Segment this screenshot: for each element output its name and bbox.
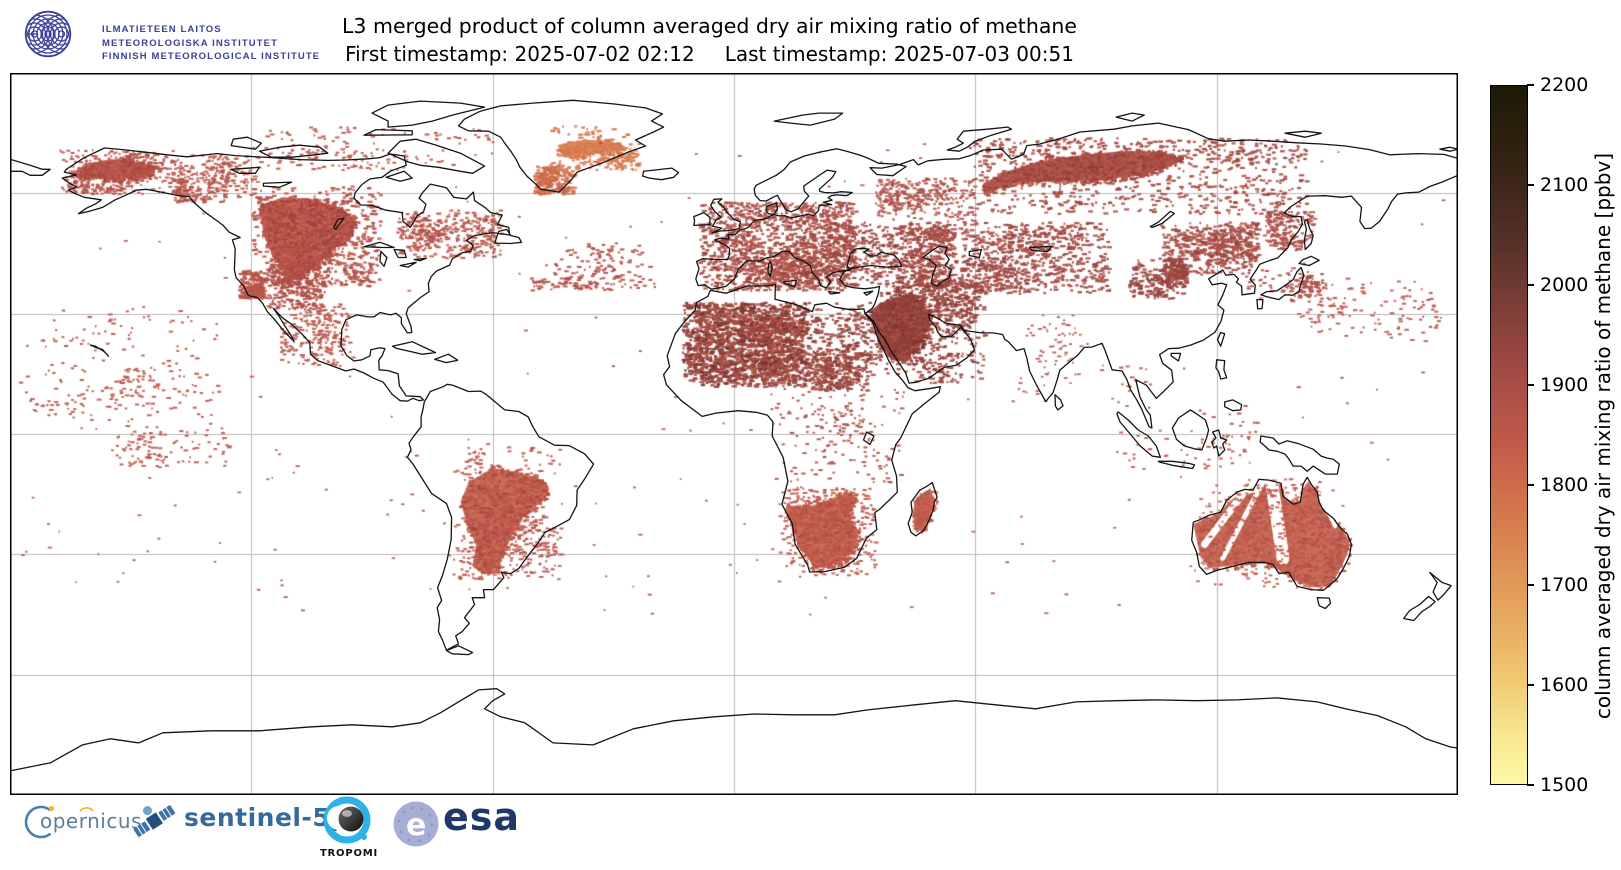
- colorbar-tick-mark: [1527, 584, 1534, 586]
- colorbar-tick-label: 1700: [1540, 574, 1589, 596]
- colorbar-tick-mark: [1527, 684, 1534, 686]
- copernicus-logo-icon: [24, 805, 94, 839]
- map-border: [10, 73, 1458, 795]
- methane-data-layer: [10, 73, 1458, 795]
- fmi-name-fi: ILMATIETEEN LAITOS: [102, 24, 222, 35]
- sentinel-5p-satellite-icon: [133, 804, 176, 838]
- colorbar-tick-mark: [1527, 284, 1534, 286]
- tropomi-wordmark: TROPOMI: [319, 848, 379, 859]
- colorbar-axis-label: column averaged dry air mixing ratio of …: [1591, 152, 1615, 720]
- sentinel-5p-wordmark: sentinel-5p: [184, 803, 349, 832]
- fmi-logo-block: ILMATIETEEN LAITOS METEOROLOGISKA INSTIT…: [24, 10, 444, 62]
- colorbar-tick-label: 2200: [1540, 74, 1589, 96]
- tropomi-logo-icon: [323, 796, 371, 844]
- esa-logo-icon: e: [393, 801, 439, 847]
- colorbar-tick-mark: [1527, 784, 1534, 786]
- last-timestamp: Last timestamp: 2025-07-03 00:51: [724, 42, 1074, 66]
- world-map: [10, 73, 1458, 795]
- colorbar-gradient: [1491, 86, 1527, 784]
- colorbar-tick-mark: [1527, 484, 1534, 486]
- plot-title: L3 merged product of column averaged dry…: [342, 14, 1077, 38]
- esa-logo-e: e: [406, 808, 426, 843]
- copernicus-wordmark: opernicus: [40, 809, 142, 833]
- colorbar: [1490, 85, 1528, 785]
- fmi-logo-icon: [24, 10, 72, 58]
- colorbar-tick-label: 1900: [1540, 374, 1589, 396]
- plot-subtitle: First timestamp: 2025-07-02 02:12 Last t…: [12, 42, 1407, 66]
- colorbar-tick-mark: [1527, 84, 1534, 86]
- fmi-name-sv: METEOROLOGISKA INSTITUTET: [102, 37, 278, 49]
- colorbar-tick-mark: [1527, 384, 1534, 386]
- colorbar-tick-label: 2000: [1540, 274, 1589, 296]
- fmi-institute-name: ILMATIETEEN LAITOS METEOROLOGISKA INSTIT…: [102, 23, 320, 64]
- colorbar-tick-label: 2100: [1540, 174, 1589, 196]
- colorbar-tick-label: 1800: [1540, 474, 1589, 496]
- colorbar-ticks: 1500 1600 1700 1800 1900 2000 2100 2200: [1490, 74, 1610, 796]
- colorbar-tick-label: 1500: [1540, 774, 1589, 796]
- fmi-name-en: FINNISH METEOROLOGICAL INSTITUTE: [102, 51, 321, 62]
- coastline-layer: [10, 73, 1458, 795]
- colorbar-tick-label: 1600: [1540, 674, 1589, 696]
- esa-wordmark: esa: [443, 795, 521, 839]
- colorbar-tick-mark: [1527, 184, 1534, 186]
- first-timestamp: First timestamp: 2025-07-02 02:12: [345, 42, 695, 66]
